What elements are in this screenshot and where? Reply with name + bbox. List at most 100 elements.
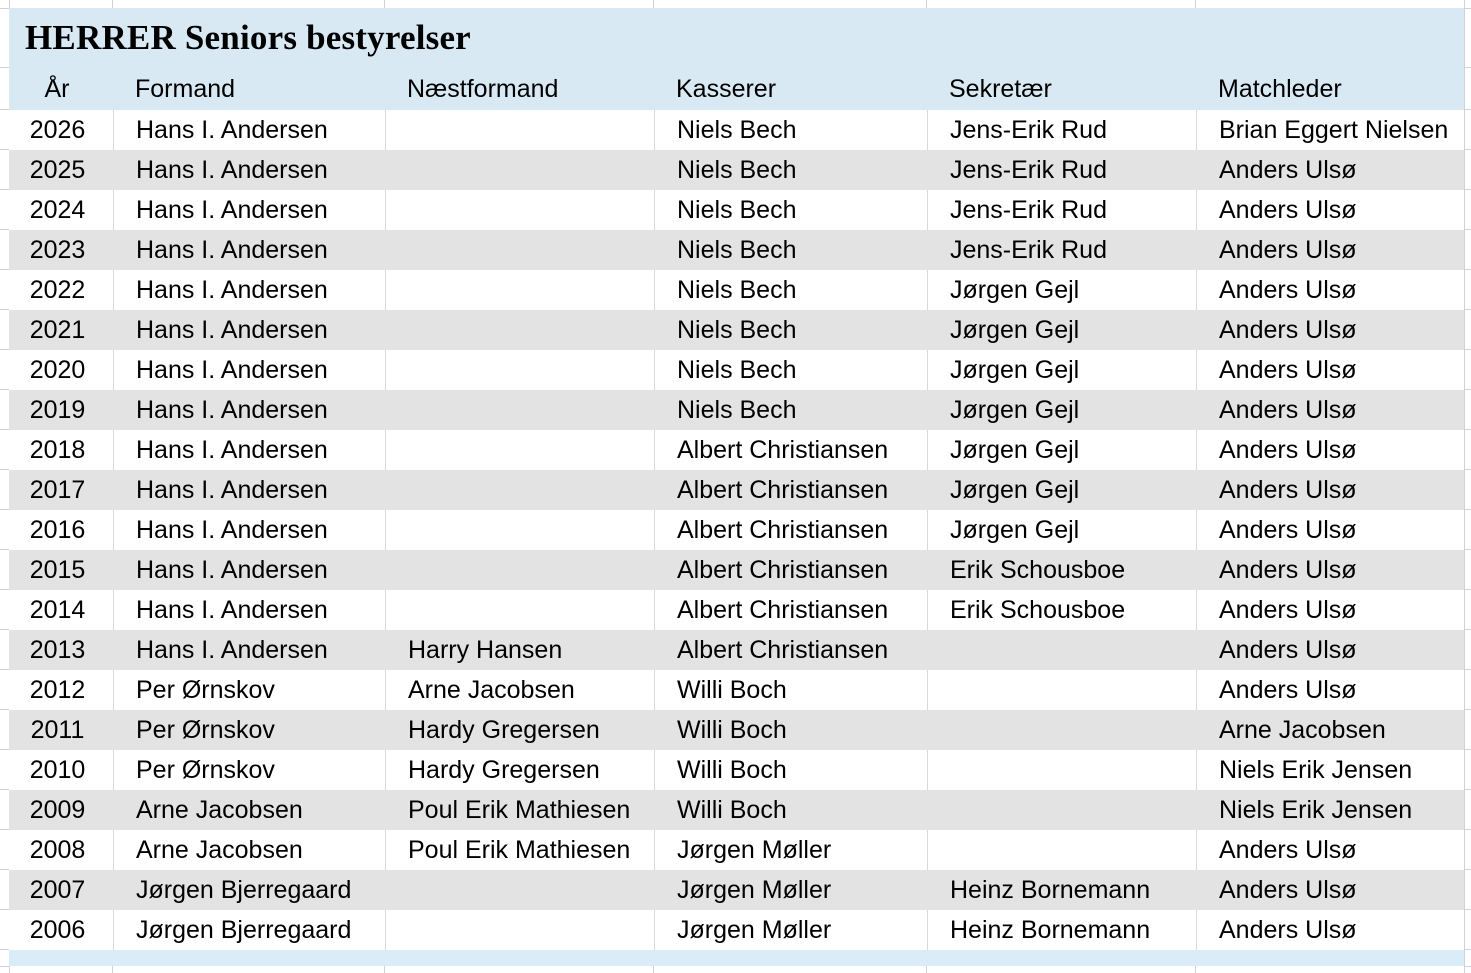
cell-kasserer[interactable]: Albert Christiansen [677,635,889,664]
cell-formand[interactable]: Arne Jacobsen [113,830,385,870]
cell-year[interactable]: 2019 [29,395,86,424]
cell-formand[interactable]: Per Ørnskov [113,750,385,790]
cell-kasserer[interactable]: Niels Bech [654,350,927,390]
cell-matchleder[interactable]: Anders Ulsø [1219,635,1357,664]
cell-year[interactable]: 2011 [30,715,85,744]
cell-kasserer[interactable]: Jørgen Møller [677,875,832,904]
cell-sekretaer[interactable]: Jens-Erik Rud [950,155,1107,184]
cell-sekretaer[interactable]: Jørgen Gejl [927,270,1196,310]
cell-naestformand[interactable] [385,310,654,350]
cell-matchleder[interactable]: Anders Ulsø [1196,190,1464,230]
cell-formand[interactable]: Hans I. Andersen [113,110,385,150]
cell-matchleder[interactable]: Anders Ulsø [1196,350,1464,390]
cell-year[interactable]: 2008 [29,835,86,864]
cell-matchleder[interactable]: Anders Ulsø [1196,830,1464,870]
cell-formand[interactable]: Hans I. Andersen [136,395,328,424]
column-header-year[interactable]: År [44,74,70,103]
cell-matchleder[interactable]: Anders Ulsø [1219,555,1357,584]
cell-naestformand[interactable] [385,270,654,310]
cell-sekretaer[interactable]: Erik Schousboe [950,555,1126,584]
cell-matchleder[interactable]: Niels Erik Jensen [1219,795,1413,824]
cell-naestformand[interactable] [385,590,654,630]
column-header-naestformand[interactable]: Næstformand [407,74,559,103]
cell-kasserer[interactable]: Niels Bech [654,110,927,150]
cell-matchleder[interactable]: Arne Jacobsen [1219,715,1386,744]
cell-naestformand[interactable] [385,190,654,230]
cell-kasserer[interactable]: Albert Christiansen [654,510,927,550]
cell-matchleder[interactable]: Anders Ulsø [1196,590,1464,630]
cell-sekretaer[interactable]: Jørgen Gejl [950,475,1080,504]
cell-year[interactable]: 2006 [29,915,86,944]
cell-sekretaer[interactable] [927,830,1196,870]
cell-sekretaer[interactable] [927,630,1196,670]
cell-kasserer[interactable]: Willi Boch [654,670,927,710]
cell-sekretaer[interactable]: Jørgen Gejl [950,315,1080,344]
column-header-matchleder[interactable]: Matchleder [1218,74,1342,103]
cell-matchleder[interactable]: Niels Erik Jensen [1196,750,1464,790]
cell-matchleder[interactable]: Anders Ulsø [1196,430,1464,470]
cell-formand[interactable]: Hans I. Andersen [113,590,385,630]
cell-naestformand[interactable] [385,390,654,430]
cell-kasserer[interactable]: Albert Christiansen [677,555,889,584]
table-title-bar[interactable]: HERRER Seniors bestyrelser [9,8,1464,68]
cell-year[interactable]: 2026 [29,115,86,144]
cell-naestformand[interactable]: Harry Hansen [408,635,563,664]
cell-formand[interactable]: Hans I. Andersen [136,635,328,664]
cell-matchleder[interactable]: Anders Ulsø [1219,155,1357,184]
cell-formand[interactable]: Hans I. Andersen [136,555,328,584]
cell-year[interactable]: 2021 [29,315,86,344]
cell-year[interactable]: 2016 [29,515,86,544]
cell-matchleder[interactable]: Anders Ulsø [1219,875,1357,904]
cell-sekretaer[interactable] [927,750,1196,790]
cell-naestformand[interactable] [385,230,654,270]
cell-year[interactable]: 2023 [29,235,86,264]
cell-sekretaer[interactable] [927,670,1196,710]
cell-formand[interactable]: Jørgen Bjerregaard [113,910,385,950]
cell-sekretaer[interactable] [927,790,1196,830]
cell-kasserer[interactable]: Niels Bech [654,270,927,310]
cell-year[interactable]: 2015 [29,555,86,584]
cell-year[interactable]: 2020 [29,355,86,384]
cell-matchleder[interactable]: Brian Eggert Nielsen [1196,110,1464,150]
cell-year[interactable]: 2017 [29,475,86,504]
column-header-formand[interactable]: Formand [135,74,236,103]
cell-formand[interactable]: Hans I. Andersen [113,350,385,390]
cell-naestformand[interactable]: Hardy Gregersen [385,750,654,790]
cell-matchleder[interactable]: Anders Ulsø [1196,270,1464,310]
cell-naestformand[interactable] [385,350,654,390]
cell-kasserer[interactable]: Niels Bech [677,235,797,264]
cell-matchleder[interactable]: Anders Ulsø [1219,235,1357,264]
cell-kasserer[interactable]: Albert Christiansen [654,590,927,630]
cell-sekretaer[interactable] [927,710,1196,750]
cell-formand[interactable]: Hans I. Andersen [136,315,328,344]
cell-sekretaer[interactable]: Jørgen Gejl [950,395,1080,424]
cell-formand[interactable]: Per Ørnskov [136,715,275,744]
cell-formand[interactable]: Hans I. Andersen [113,270,385,310]
cell-matchleder[interactable]: Anders Ulsø [1196,670,1464,710]
cell-naestformand[interactable] [385,110,654,150]
cell-sekretaer[interactable]: Heinz Bornemann [950,875,1151,904]
cell-matchleder[interactable]: Anders Ulsø [1219,475,1357,504]
cell-naestformand[interactable] [385,870,654,910]
cell-naestformand[interactable]: Arne Jacobsen [385,670,654,710]
cell-year[interactable]: 2010 [29,755,86,784]
cell-kasserer[interactable]: Willi Boch [677,795,787,824]
cell-kasserer[interactable]: Albert Christiansen [677,475,889,504]
cell-naestformand[interactable] [385,910,654,950]
cell-sekretaer[interactable]: Jens-Erik Rud [927,190,1196,230]
cell-kasserer[interactable]: Niels Bech [654,190,927,230]
cell-formand[interactable]: Jørgen Bjerregaard [136,875,352,904]
cell-kasserer[interactable]: Willi Boch [677,715,787,744]
cell-naestformand[interactable]: Hardy Gregersen [408,715,600,744]
cell-year[interactable]: 2012 [29,675,86,704]
cell-year[interactable]: 2022 [29,275,86,304]
cell-sekretaer[interactable]: Jørgen Gejl [927,430,1196,470]
cell-naestformand[interactable] [385,430,654,470]
cell-naestformand[interactable] [385,470,654,510]
cell-formand[interactable]: Arne Jacobsen [136,795,303,824]
cell-sekretaer[interactable]: Jens-Erik Rud [927,110,1196,150]
cell-matchleder[interactable]: Anders Ulsø [1196,510,1464,550]
cell-kasserer[interactable]: Niels Bech [677,155,797,184]
cell-formand[interactable]: Hans I. Andersen [136,475,328,504]
cell-sekretaer[interactable]: Erik Schousboe [927,590,1196,630]
